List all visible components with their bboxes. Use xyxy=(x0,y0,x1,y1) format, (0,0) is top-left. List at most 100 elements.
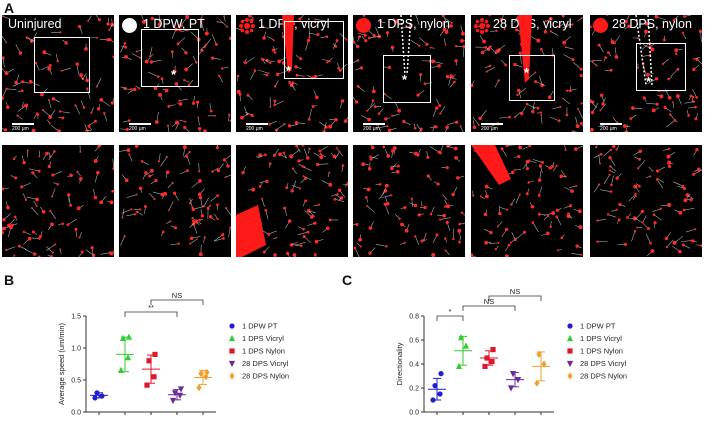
data-point xyxy=(534,379,540,387)
nylon-suture-icon xyxy=(356,18,371,33)
data-point xyxy=(484,355,490,361)
micrograph-28dps-nylon: 28 DPS, nylon * 200 μm xyxy=(590,15,702,132)
scale-bar-label: 200 μm xyxy=(129,126,146,132)
scale-bar xyxy=(129,123,151,125)
y-tick-label: 0.4 xyxy=(409,362,419,369)
injury-site-marker: * xyxy=(402,72,408,87)
nylon-suture-icon xyxy=(593,18,608,33)
data-point xyxy=(457,334,465,341)
data-point xyxy=(171,390,179,397)
micrograph-28dps-vicryl: 28 DPS, vicryl * 200 μm xyxy=(471,15,583,132)
legend-marker xyxy=(229,372,235,380)
roi-box xyxy=(509,55,555,101)
significance-bracket: NS xyxy=(150,291,204,305)
data-point xyxy=(146,358,152,364)
legend-marker xyxy=(229,348,235,354)
legend-marker xyxy=(567,348,573,354)
injury-site-marker: * xyxy=(646,74,652,89)
cell-texture xyxy=(119,145,231,257)
y-tick-label: 1.0 xyxy=(71,346,81,353)
zoom-1dpw-pt xyxy=(119,145,231,257)
bracket-line xyxy=(150,299,204,305)
cell-texture xyxy=(236,145,348,257)
significance-bracket: * xyxy=(436,307,464,321)
suture-thread xyxy=(236,205,266,257)
legend-label: 28 DPS Nylon xyxy=(242,372,289,381)
cell-texture xyxy=(236,15,348,132)
series-1-dps-nylon xyxy=(142,351,160,388)
legend-label: 1 DPS Nylon xyxy=(580,347,623,356)
legend-item: 28 DPS Vicryl xyxy=(566,359,626,368)
y-tick-label: 0.6 xyxy=(409,338,419,345)
zoom-1dps-nylon xyxy=(353,145,465,257)
cell-texture xyxy=(2,15,114,132)
bracket-line xyxy=(462,305,516,311)
significance-bracket: NS xyxy=(488,287,542,301)
suture-thread xyxy=(282,15,294,73)
data-point xyxy=(489,359,495,365)
legend-item: 28 DPS Vicryl xyxy=(228,359,288,368)
data-point xyxy=(437,391,443,397)
bracket-line xyxy=(124,311,178,317)
legend-marker xyxy=(566,360,574,368)
y-axis-label: Average speed (um/min) xyxy=(57,323,66,405)
panel-label-a: A xyxy=(4,0,15,16)
roi-box xyxy=(636,43,686,91)
significance-label: NS xyxy=(484,297,494,306)
suture-thread xyxy=(471,145,511,185)
legend-label: 1 DPW PT xyxy=(580,322,616,331)
significance-label: NS xyxy=(510,287,520,296)
data-point xyxy=(169,397,177,405)
micrograph-1dpw-pt: 1 DPW, PT * 200 μm xyxy=(119,15,231,132)
data-point xyxy=(94,390,100,396)
micrograph-1dps-nylon: 1 DPS, nylon * 200 μm xyxy=(353,15,465,132)
legend-label: 28 DPS Vicryl xyxy=(242,359,288,368)
y-axis-label: Directionality xyxy=(395,342,404,385)
data-point xyxy=(507,385,515,392)
y-tick-label: 0.0 xyxy=(71,410,81,417)
roi-box xyxy=(141,29,199,87)
legend-marker xyxy=(567,323,573,329)
legend-marker xyxy=(228,360,236,368)
zoom-28dps-vicryl xyxy=(471,145,583,257)
scale-bar xyxy=(246,123,268,125)
data-point xyxy=(119,334,127,341)
data-point xyxy=(152,351,158,357)
data-point xyxy=(144,382,150,388)
legend-item: 1 DPW PT xyxy=(567,322,616,331)
image-title-1dpw-pt: 1 DPW, PT xyxy=(143,17,205,31)
series-28-dps-nylon xyxy=(532,350,550,387)
cell-texture xyxy=(2,145,114,257)
legend-label: 1 DPS Nylon xyxy=(242,347,285,356)
roi-box xyxy=(383,55,431,103)
scale-bar-label: 200 μm xyxy=(363,126,380,132)
data-point xyxy=(117,366,125,373)
legend-label: 28 DPS Nylon xyxy=(580,372,627,381)
data-point xyxy=(176,392,184,399)
cell-texture xyxy=(471,145,583,257)
legend-item: 1 DPS Vicryl xyxy=(228,334,284,343)
micrograph-1dps-vicryl: 1 DPS, vicryl * 200 μm xyxy=(236,15,348,132)
image-title-1dps-vicryl: 1 DPS, vicryl xyxy=(258,17,330,31)
legend-marker xyxy=(229,323,235,329)
data-point xyxy=(438,371,444,377)
series-1-dps-nylon xyxy=(480,347,498,369)
cell-texture xyxy=(471,15,583,132)
significance-label: * xyxy=(449,307,452,316)
significance-label: ** xyxy=(148,303,154,312)
cell-texture xyxy=(353,145,465,257)
legend-item: 1 DPS Nylon xyxy=(229,347,285,356)
y-tick-label: 0.8 xyxy=(409,314,419,321)
zoom-28dps-nylon xyxy=(590,145,702,257)
legend-marker xyxy=(228,334,236,342)
significance-label: NS xyxy=(172,291,182,300)
data-point xyxy=(432,383,438,389)
roi-box xyxy=(284,21,344,79)
significance-bracket: NS xyxy=(462,297,516,311)
data-point xyxy=(541,360,547,368)
legend-item: 1 DPS Vicryl xyxy=(566,334,622,343)
chart-directionality: 0.0 0.2 0.4 0.6 0.8 Directionality * NS NS 1 DPW … xyxy=(395,287,627,417)
scale-bar-label: 200 μm xyxy=(246,126,263,132)
data-point xyxy=(462,342,470,349)
data-point xyxy=(124,354,132,361)
